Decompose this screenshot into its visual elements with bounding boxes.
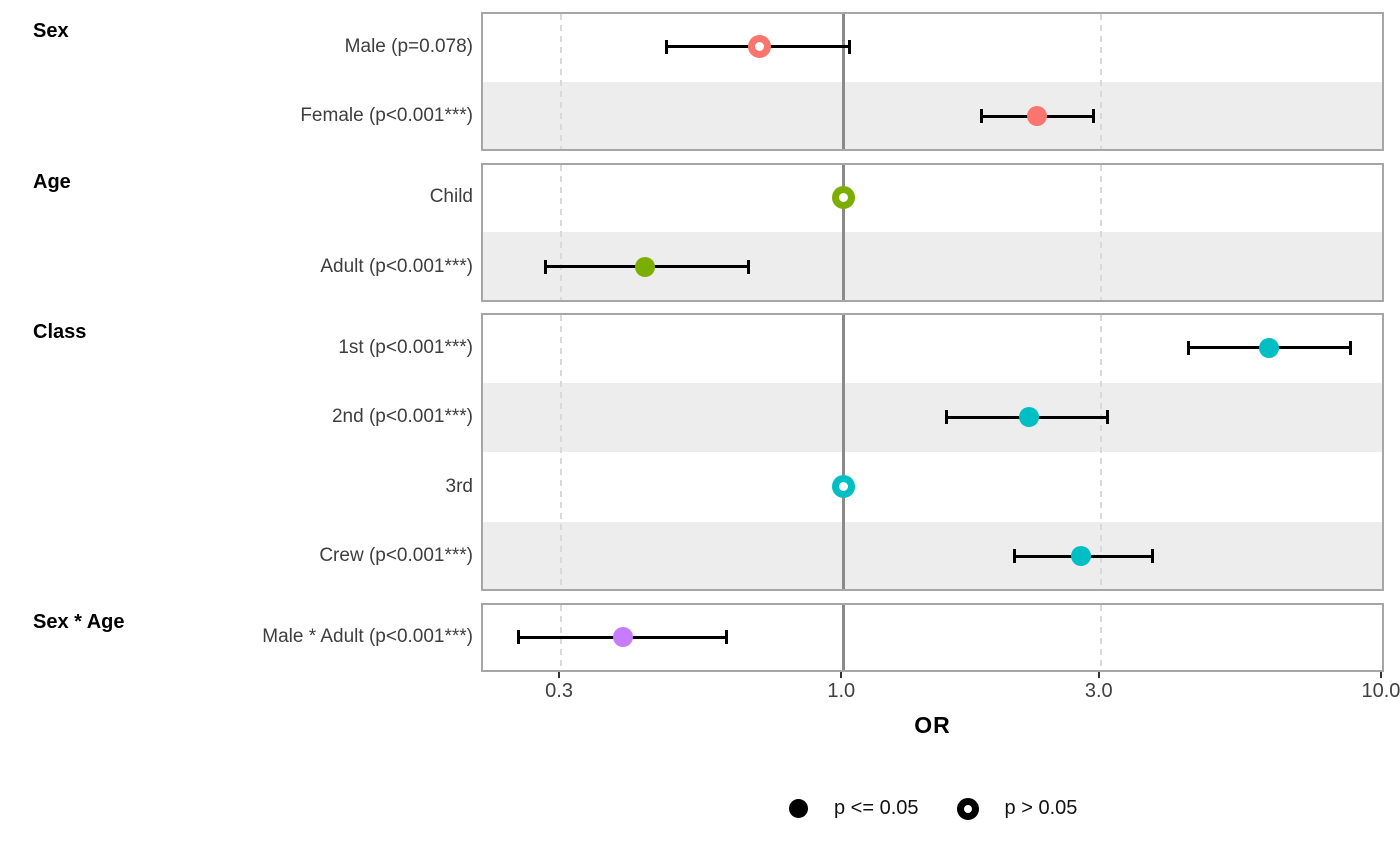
gridline: [1099, 14, 1102, 149]
facet-panel: [481, 602, 1384, 672]
row-stripe: [483, 382, 1382, 452]
facet-panel: [481, 162, 1384, 302]
estimate-point-open: [831, 185, 855, 209]
x-tick: [840, 672, 843, 678]
error-bar-cap: [1106, 410, 1110, 425]
estimate-point: [1019, 407, 1040, 428]
row-label: Female (p<0.001***): [300, 105, 473, 127]
error-bar-cap: [665, 39, 669, 54]
error-bar-cap: [725, 630, 729, 645]
gridline: [1099, 315, 1102, 589]
error-bar-cap: [1091, 109, 1095, 124]
row-label: Crew (p<0.001***): [319, 545, 473, 567]
row-stripe: [483, 81, 1382, 149]
estimate-point-open: [748, 35, 772, 59]
error-bar-cap: [1348, 340, 1352, 355]
error-bar-cap: [980, 109, 984, 124]
error-bar-cap: [543, 259, 547, 274]
legend-item-not-significant: p > 0.05: [956, 797, 1116, 820]
x-tick: [1379, 672, 1382, 678]
gridline: [1381, 604, 1382, 670]
error-bar-cap: [747, 259, 751, 274]
row-label: 3rd: [445, 475, 473, 497]
error-bar-cap: [848, 39, 852, 54]
facet-label: Class: [33, 321, 87, 343]
estimate-point-open: [831, 475, 855, 499]
error-bar-cap: [944, 410, 948, 425]
x-tick: [1097, 672, 1100, 678]
row-label: Male * Adult (p<0.001***): [262, 626, 473, 648]
legend-item-significant: p <= 0.05: [789, 797, 957, 820]
row-stripe: [483, 521, 1382, 589]
gridline: [1381, 164, 1382, 300]
error-bar-cap: [517, 630, 521, 645]
gridline: [1099, 604, 1102, 670]
legend-label: p > 0.05: [1004, 797, 1078, 819]
filled-circle-icon: [789, 799, 808, 818]
x-tick-label: 3.0: [1084, 680, 1113, 702]
x-tick-label: 1.0: [827, 680, 856, 702]
gridline: [560, 164, 563, 300]
row-label: Male (p=0.078): [344, 35, 473, 57]
error-bar-cap: [1012, 549, 1016, 564]
open-circle-icon: [956, 797, 979, 820]
row-label: 1st (p<0.001***): [338, 336, 473, 358]
reference-line: [841, 164, 845, 300]
significance-legend: p <= 0.05 p > 0.05: [789, 797, 1115, 820]
facet-label: Age: [33, 170, 71, 193]
estimate-point: [635, 256, 656, 277]
gridline: [1381, 14, 1382, 149]
gridline: [560, 14, 563, 149]
facet-panel: [481, 313, 1384, 591]
x-axis-title: OR: [914, 712, 951, 738]
x-tick: [558, 672, 561, 678]
reference-line: [841, 315, 845, 589]
x-tick-label: 10.0: [1361, 680, 1400, 702]
facet-label: Sex: [33, 20, 69, 42]
error-bar-cap: [1151, 549, 1155, 564]
legend-label: p <= 0.05: [834, 797, 919, 819]
facet-panel: [481, 12, 1384, 151]
reference-line: [841, 604, 845, 670]
estimate-point: [612, 627, 633, 648]
row-label: 2nd (p<0.001***): [331, 406, 473, 428]
estimate-point: [1259, 337, 1280, 358]
reference-line: [841, 14, 845, 149]
row-label: Adult (p<0.001***): [320, 255, 473, 277]
gridline: [560, 315, 563, 589]
estimate-point: [1027, 106, 1048, 127]
facet-label: Sex * Age: [33, 610, 125, 633]
gridline: [1099, 164, 1102, 300]
gridline: [1381, 315, 1382, 589]
row-label: Child: [429, 186, 473, 208]
x-tick-label: 0.3: [545, 680, 573, 702]
error-bar-cap: [1187, 340, 1191, 355]
estimate-point: [1071, 546, 1092, 567]
